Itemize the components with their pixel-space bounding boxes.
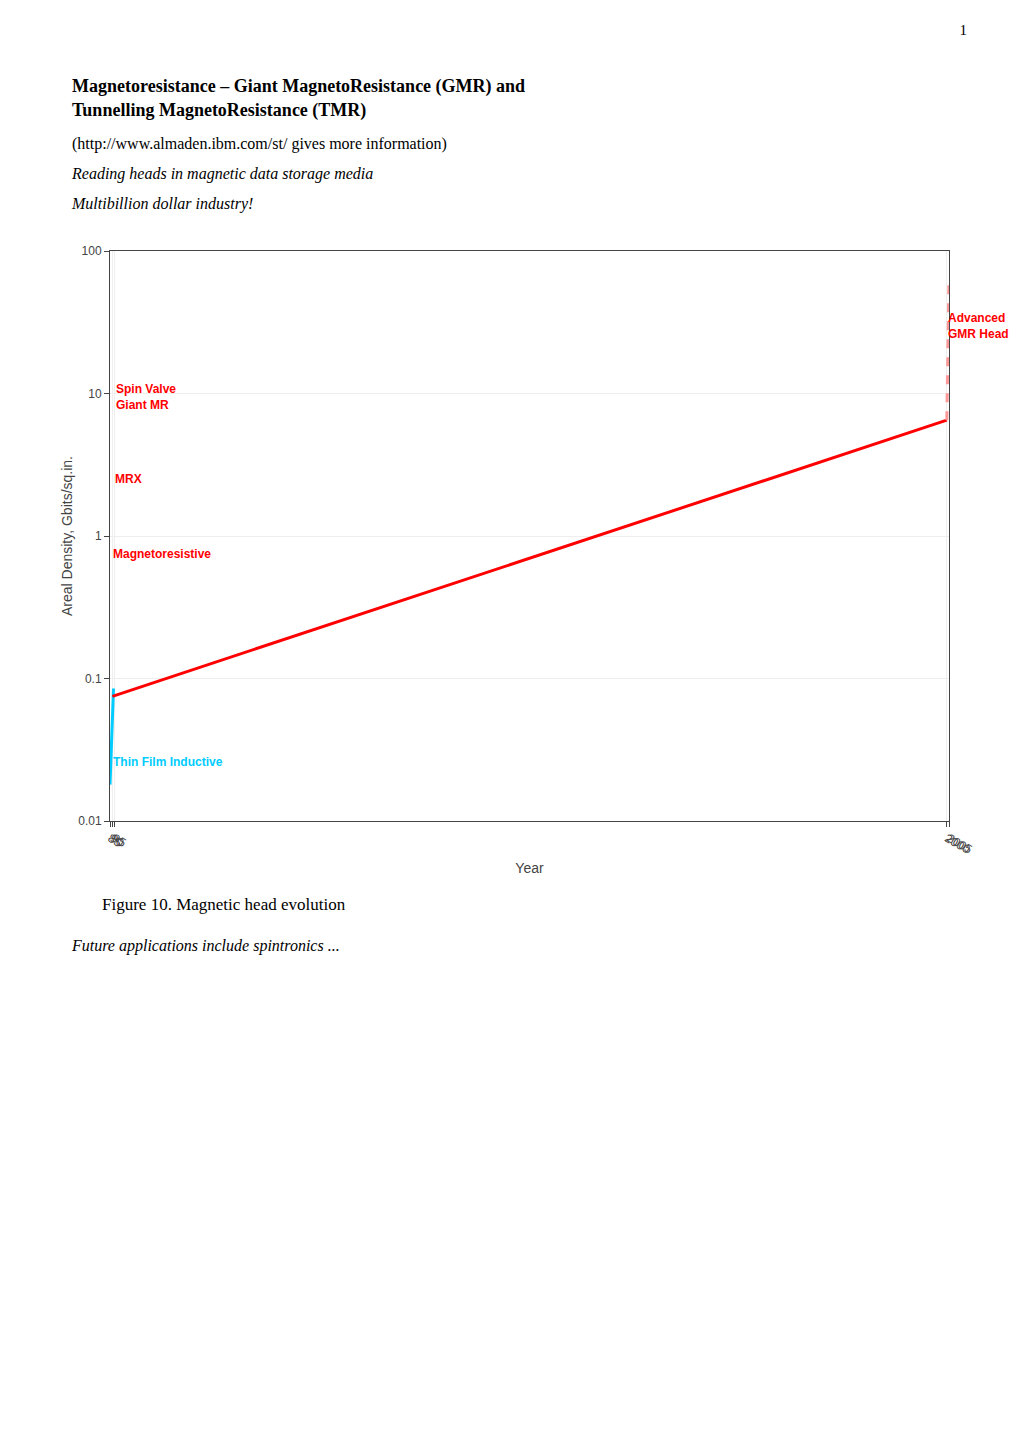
svg-text:Magnetoresistive: Magnetoresistive: [113, 547, 211, 561]
svg-text:100: 100: [82, 244, 102, 258]
html-text:Figure 10. Magnetic head evolu: Figure 10. Magnetic head evolution: [102, 894, 346, 914]
html-text:(http://www.almaden.ibm.com/st: (http://www.almaden.ibm.com/st/ gives mo…: [72, 134, 447, 152]
svg-text:95: 95: [110, 831, 129, 850]
html-text:Future applications include sp: Future applications include spintronics …: [72, 936, 340, 954]
svg-text:Areal Density, Gbits/sq.in.: Areal Density, Gbits/sq.in.: [59, 456, 75, 616]
svg-text:1: 1: [95, 529, 102, 543]
html-text:Magnetoresistance – Giant Magn: Magnetoresistance – Giant MagnetoResista…: [72, 76, 526, 121]
svg-text:85: 85: [106, 831, 125, 850]
svg-text:MRX: MRX: [115, 472, 142, 486]
svg-text:2000: 2000: [942, 831, 972, 857]
svg-text:2005: 2005: [945, 831, 975, 857]
html-text:1: 1: [959, 22, 967, 38]
svg-text:AdvancedGMR Head: AdvancedGMR Head: [948, 311, 1009, 341]
svg-text:0.1: 0.1: [85, 671, 102, 685]
svg-text:Year: Year: [515, 860, 544, 876]
svg-text:10: 10: [88, 386, 102, 400]
html-text:Reading heads in magnetic data: Reading heads in magnetic data storage m…: [72, 164, 374, 182]
svg-text:Spin ValveGiant MR: Spin ValveGiant MR: [116, 382, 176, 412]
svg-text:Thin Film Inductive: Thin Film Inductive: [113, 755, 223, 769]
svg-text:0.01: 0.01: [78, 814, 102, 828]
svg-text:90: 90: [108, 831, 127, 850]
html-text:Multibillion dollar industry!: Multibillion dollar industry!: [72, 194, 254, 212]
